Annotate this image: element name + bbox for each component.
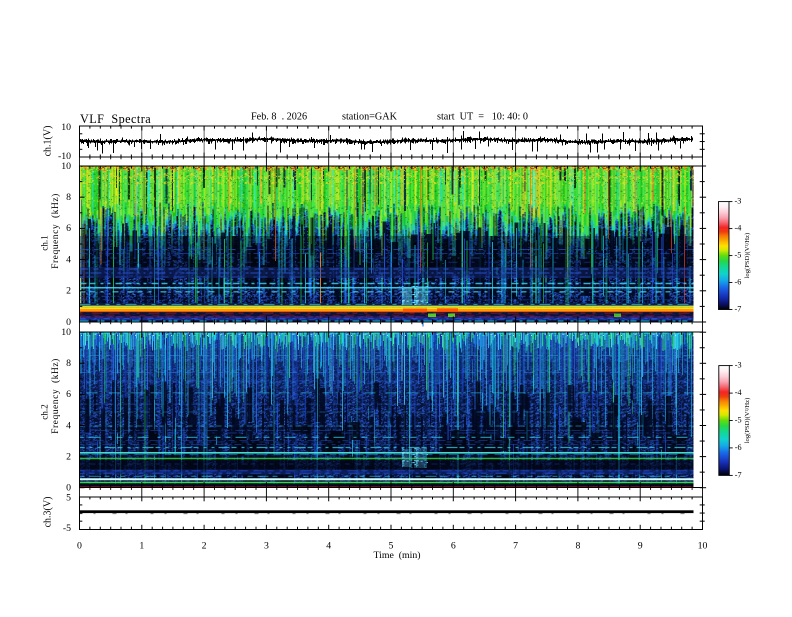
svg-text:-6: -6 [735, 277, 742, 286]
svg-text:-4: -4 [735, 388, 742, 397]
svg-text:-6: -6 [735, 443, 742, 452]
svg-text:log(PSD)(V²/Hz): log(PSD)(V²/Hz) [744, 233, 751, 279]
svg-text:-4: -4 [735, 223, 742, 232]
svg-text:-3: -3 [735, 360, 742, 369]
svg-text:-3: -3 [735, 196, 742, 205]
svg-text:-5: -5 [735, 250, 742, 259]
svg-text:-5: -5 [735, 415, 742, 424]
svg-text:-7: -7 [735, 304, 742, 313]
